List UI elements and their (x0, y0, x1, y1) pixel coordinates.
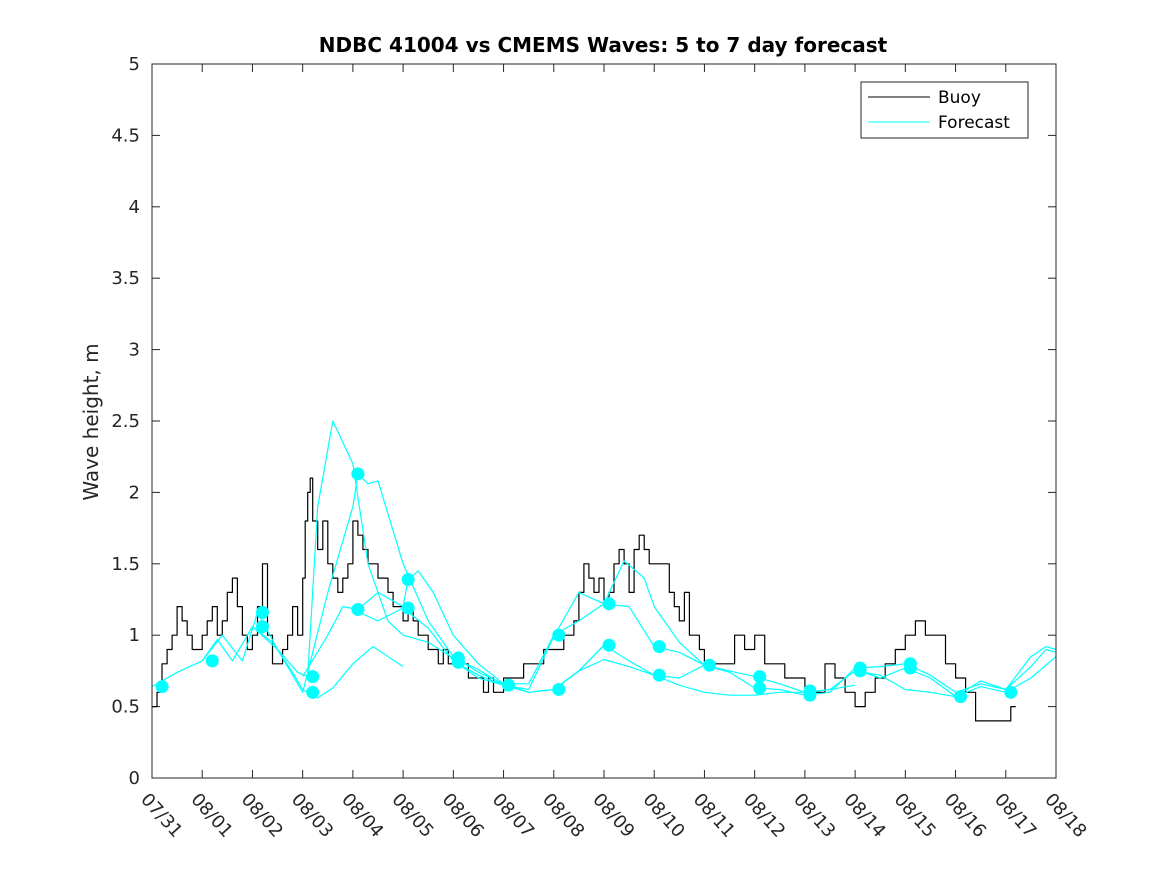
forecast-start-marker (451, 655, 465, 669)
legend-box (860, 81, 1029, 139)
forecast-start-marker (306, 670, 320, 684)
plot-frame (151, 63, 1057, 779)
forecast-start-marker (1004, 685, 1018, 699)
forecast-start-marker (702, 658, 716, 672)
y-tick-label: 5 (129, 54, 140, 75)
forecast-start-marker (351, 467, 365, 481)
forecast-start-marker (954, 690, 968, 704)
y-axis-label: Wave height, m (79, 343, 103, 500)
forecast-start-marker (602, 638, 616, 652)
y-tick-label: 1 (129, 625, 140, 646)
forecast-start-marker (205, 654, 219, 668)
forecast-start-marker (351, 602, 365, 616)
forecast-start-marker (306, 685, 320, 699)
y-tick-label: 4 (129, 197, 140, 218)
forecast-start-marker (502, 678, 516, 692)
y-tick-label: 3.5 (111, 268, 140, 289)
forecast-start-marker (853, 664, 867, 678)
forecast-start-marker (255, 605, 269, 619)
forecast-start-marker (803, 688, 817, 702)
y-tick-label: 0 (129, 768, 140, 789)
forecast-start-marker (552, 628, 566, 642)
forecast-start-marker (652, 668, 666, 682)
forecast-start-marker (903, 661, 917, 675)
y-tick-label: 2.5 (111, 411, 140, 432)
forecast-series-line (201, 420, 504, 686)
legend-forecast-label: Forecast (938, 113, 1010, 133)
y-tick-label: 1.5 (111, 554, 140, 575)
chart-title: NDBC 41004 vs CMEMS Waves: 5 to 7 day fo… (319, 33, 888, 57)
forecast-start-marker (401, 601, 415, 615)
forecast-series-line (352, 560, 705, 691)
y-tick-label: 2 (129, 482, 140, 503)
forecast-start-marker (552, 682, 566, 696)
legend: Buoy Forecast (860, 81, 1029, 139)
forecast-start-marker (602, 597, 616, 611)
forecast-start-marker (753, 670, 767, 684)
forecast-start-marker (401, 573, 415, 587)
y-tick-label: 0.5 (111, 697, 140, 718)
legend-buoy-label: Buoy (938, 88, 981, 108)
forecast-start-marker (155, 680, 169, 694)
marker-layer (155, 467, 1018, 704)
forecast-start-marker (652, 640, 666, 654)
y-tick-label: 4.5 (111, 125, 140, 146)
forecast-series-line (905, 648, 1057, 693)
forecast-start-marker (753, 681, 767, 695)
forecast-start-marker (255, 620, 269, 634)
forecast-series-line (955, 646, 1057, 698)
y-tick-label: 3 (129, 340, 140, 361)
